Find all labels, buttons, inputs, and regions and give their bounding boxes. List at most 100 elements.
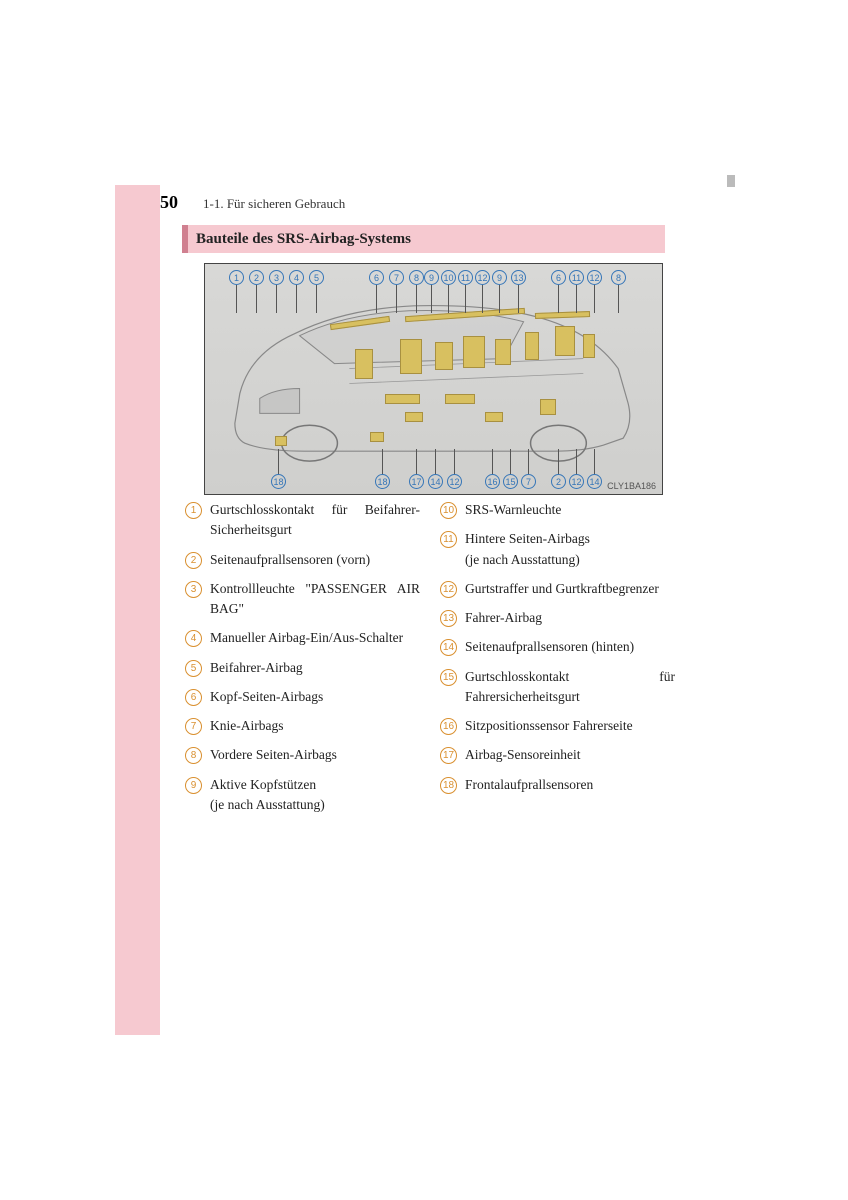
legend-item: 6 Kopf-Seiten-Airbags xyxy=(185,687,420,707)
callout-number: 8 xyxy=(409,270,424,285)
legend-text: Sitzpositionssensor Fahrerseite xyxy=(465,716,675,736)
callout-line xyxy=(576,285,577,313)
legend-column-left: 1 Gurtschlosskontakt für Beifahrer-Sicher… xyxy=(185,500,420,815)
legend-item: 3 Kontrollleuchte "PASSENGER AIR BAG" xyxy=(185,579,420,620)
airbag-component xyxy=(445,394,475,404)
legend-item: 18 Frontalaufprallsensoren xyxy=(440,775,675,795)
callout-line xyxy=(416,285,417,313)
legend-text: Gurtstraffer und Gurtkraftbegrenzer xyxy=(465,579,675,599)
legend-number: 7 xyxy=(185,718,202,735)
airbag-component xyxy=(405,412,423,422)
legend-text: Aktive Kopfstützen(je nach Ausstattung) xyxy=(210,775,420,816)
callout-number: 3 xyxy=(269,270,284,285)
legend-number: 12 xyxy=(440,581,457,598)
callout-number: 12 xyxy=(587,270,602,285)
callout-number: 14 xyxy=(587,474,602,489)
callout-number: 18 xyxy=(271,474,286,489)
legend-item: 14Seitenaufprallsensoren (hinten) xyxy=(440,637,675,657)
diagram-code: CLY1BA186 xyxy=(607,481,656,491)
callout-number: 2 xyxy=(249,270,264,285)
callout-number: 12 xyxy=(447,474,462,489)
legend-text: Knie-Airbags xyxy=(210,716,420,736)
airbag-component xyxy=(583,334,595,358)
callout-line xyxy=(558,449,559,474)
callout-number: 8 xyxy=(611,270,626,285)
airbag-component xyxy=(355,349,373,379)
legend-text: Frontalaufprallsensoren xyxy=(465,775,675,795)
airbag-component xyxy=(385,394,420,404)
legend-item: 5Beifahrer-Airbag xyxy=(185,658,420,678)
airbag-component xyxy=(485,412,503,422)
airbag-component xyxy=(495,339,511,365)
legend-item: 10SRS-Warnleuchte xyxy=(440,500,675,520)
callout-line xyxy=(594,285,595,313)
callout-number: 17 xyxy=(409,474,424,489)
callout-line xyxy=(465,285,466,313)
pink-sidebar xyxy=(115,185,160,1035)
legend-subtext: (je nach Ausstattung) xyxy=(210,795,420,815)
airbag-component xyxy=(525,332,539,360)
callout-number: 9 xyxy=(424,270,439,285)
legend-number: 1 xyxy=(185,502,202,519)
legend-text: Vordere Seiten-Airbags xyxy=(210,745,420,765)
legend-number: 3 xyxy=(185,581,202,598)
legend-number: 8 xyxy=(185,747,202,764)
airbag-component xyxy=(275,436,287,446)
legend-item: 15Gurtschlosskontakt für Fahrersicherhei… xyxy=(440,667,675,708)
legend-item: 12 Gurtstraffer und Gurtkraftbegrenzer xyxy=(440,579,675,599)
page-header: 50 1-1. Für sicheren Gebrauch xyxy=(160,192,725,213)
callout-number: 9 xyxy=(492,270,507,285)
legend-text: Gurtschlosskontakt für Beifahrer-Sicherh… xyxy=(210,500,420,541)
legend-number: 18 xyxy=(440,777,457,794)
legend-text: Beifahrer-Airbag xyxy=(210,658,420,678)
legend-text: Fahrer-Airbag xyxy=(465,608,675,628)
airbag-component xyxy=(555,326,575,356)
legend: 1 Gurtschlosskontakt für Beifahrer-Sicher… xyxy=(185,500,675,815)
callout-number: 18 xyxy=(375,474,390,489)
callout-number: 6 xyxy=(369,270,384,285)
callout-line xyxy=(256,285,257,313)
callout-line xyxy=(431,285,432,313)
callout-number: 13 xyxy=(511,270,526,285)
callout-line xyxy=(448,285,449,313)
legend-item: 1 Gurtschlosskontakt für Beifahrer-Sicher… xyxy=(185,500,420,541)
callout-line xyxy=(376,285,377,313)
legend-number: 6 xyxy=(185,689,202,706)
callout-line xyxy=(316,285,317,313)
page-number: 50 xyxy=(160,192,178,213)
legend-item: 7 Knie-Airbags xyxy=(185,716,420,736)
callout-line xyxy=(396,285,397,313)
airbag-component xyxy=(400,339,422,374)
legend-text: Kontrollleuchte "PASSENGER AIR BAG" xyxy=(210,579,420,620)
legend-item: 17Airbag-Sensoreinheit xyxy=(440,745,675,765)
legend-text: Seitenaufprallsensoren (vorn) xyxy=(210,550,420,570)
legend-item: 16 Sitzpositionssensor Fahrerseite xyxy=(440,716,675,736)
callout-number: 1 xyxy=(229,270,244,285)
legend-text: Manueller Airbag-Ein/Aus-Schalter xyxy=(210,628,420,648)
legend-text: Kopf-Seiten-Airbags xyxy=(210,687,420,707)
legend-text: Gurtschlosskontakt für Fahrersicherheits… xyxy=(465,667,675,708)
legend-text: Hintere Seiten-Airbags(je nach Ausstattu… xyxy=(465,529,675,570)
legend-text: SRS-Warnleuchte xyxy=(465,500,675,520)
callout-line xyxy=(482,285,483,313)
legend-number: 13 xyxy=(440,610,457,627)
callout-number: 6 xyxy=(551,270,566,285)
callout-number: 7 xyxy=(389,270,404,285)
airbag-component xyxy=(435,342,453,370)
callout-line xyxy=(576,449,577,474)
callout-line xyxy=(528,449,529,474)
airbag-diagram: 123456789101112913611128 181817141216157… xyxy=(204,263,663,495)
airbag-component xyxy=(370,432,384,442)
callout-line xyxy=(499,285,500,313)
callout-line xyxy=(558,285,559,313)
section-heading: Bauteile des SRS-Airbag-Systems xyxy=(182,225,665,253)
callout-number: 12 xyxy=(475,270,490,285)
callout-number: 7 xyxy=(521,474,536,489)
callout-line xyxy=(594,449,595,474)
legend-text: Airbag-Sensoreinheit xyxy=(465,745,675,765)
legend-item: 4 Manueller Airbag-Ein/Aus-Schalter xyxy=(185,628,420,648)
legend-number: 16 xyxy=(440,718,457,735)
legend-subtext: (je nach Ausstattung) xyxy=(465,550,675,570)
legend-number: 4 xyxy=(185,630,202,647)
callout-number: 10 xyxy=(441,270,456,285)
